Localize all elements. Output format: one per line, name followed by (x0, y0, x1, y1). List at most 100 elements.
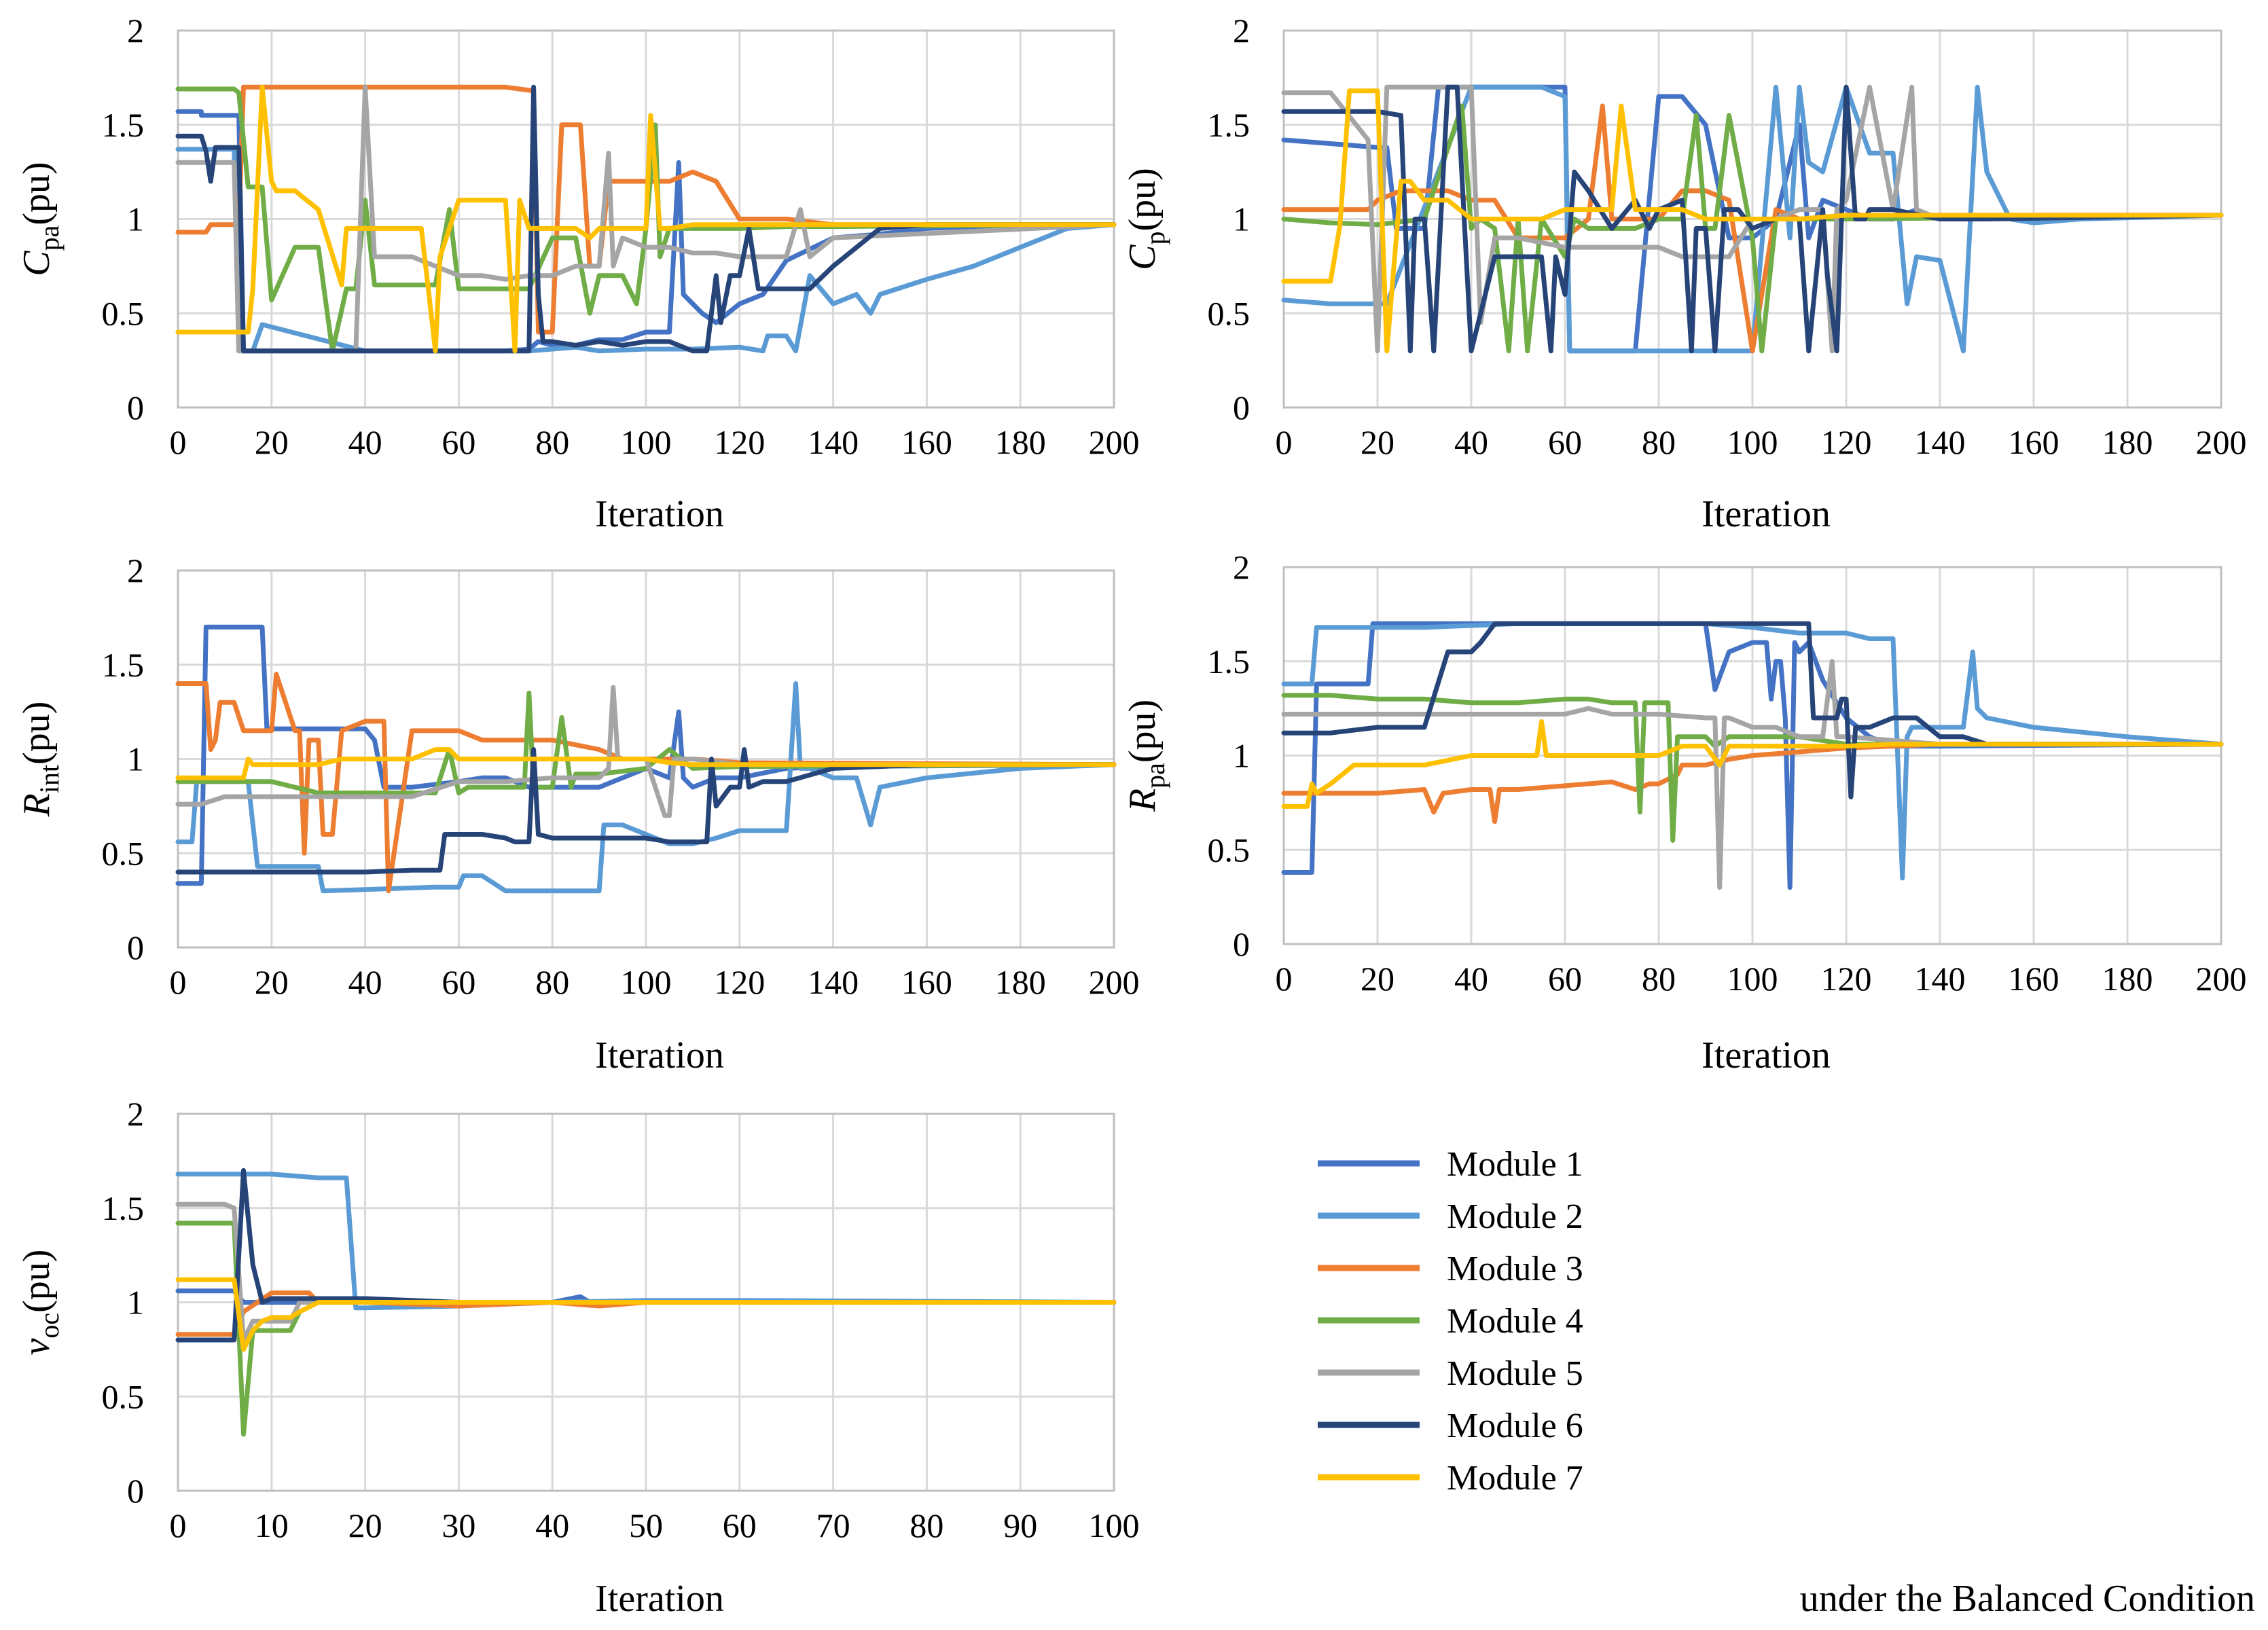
legend-label-module-6: Module 6 (1447, 1407, 1583, 1445)
rpa-series-module-5 (1281, 659, 2224, 890)
rpa-xtick-label: 120 (1821, 960, 1872, 998)
cpa-xtick-label: 40 (348, 423, 382, 461)
voc-yaxis-unit: (pu) (16, 1250, 58, 1313)
cpa-xtick-label: 120 (714, 423, 765, 461)
voc-xtick-label: 70 (816, 1506, 850, 1544)
voc-xtick-label: 10 (255, 1506, 289, 1544)
rint-xtick-label: 140 (808, 963, 859, 1001)
cp-yaxis-subscript: p (1140, 231, 1170, 244)
voc-yaxis-subscript: oc (34, 1313, 65, 1339)
rpa-ytick-label: 0 (1233, 925, 1250, 963)
voc-xtick-label: 50 (629, 1506, 663, 1544)
cp-xtick-label: 200 (2196, 423, 2247, 461)
rint-series-module-3 (175, 672, 1117, 894)
legend-label-module-5: Module 5 (1447, 1354, 1583, 1393)
cp-xtick-label: 160 (2009, 423, 2059, 461)
rint-xtick-label: 100 (621, 963, 672, 1001)
voc-xtick-label: 60 (723, 1506, 757, 1544)
cp-xtick-label: 80 (1642, 423, 1676, 461)
rint-xtick-label: 160 (901, 963, 952, 1001)
legend-label-module-2: Module 2 (1447, 1197, 1583, 1236)
cp-ytick-label: 1.5 (1208, 106, 1250, 144)
rpa-xtick-label: 20 (1361, 960, 1394, 998)
chart-voc: 0 10 20 30 40 50 60 70 80 90 100 0 0.5 1 1.5 2 Iteration… (16, 1095, 1140, 1620)
cp-ytick-label: 2 (1233, 12, 1250, 50)
rint-yaxis-label: Rint(pu) (16, 702, 65, 818)
rint-series-module-7 (175, 747, 1117, 780)
cpa-ytick-label: 1.5 (102, 106, 145, 144)
rint-ytick-label: 0.5 (102, 834, 145, 872)
rpa-series-module-7 (1281, 719, 2224, 809)
legend: Module 1 Module 2 Module 3 Module 4 Modu… (1318, 1145, 1583, 1498)
voc-xtick-label: 20 (348, 1506, 382, 1544)
cp-yaxis-label: Cp(pu) (1121, 168, 1170, 270)
rint-yaxis-unit: (pu) (16, 702, 58, 765)
voc-ytick-label: 2 (127, 1095, 144, 1133)
rpa-series-module-6 (1281, 621, 2224, 799)
legend-label-module-4: Module 4 (1447, 1302, 1583, 1341)
rint-series-module-5 (175, 685, 1117, 818)
cpa-xtick-label: 160 (901, 423, 952, 461)
legend-label-module-3: Module 3 (1447, 1250, 1583, 1288)
voc-yaxis-label: voc(pu) (16, 1250, 65, 1356)
rpa-xtick-label: 40 (1454, 960, 1488, 998)
cpa-series-module-3 (175, 84, 1117, 335)
cp-ytick-label: 1 (1233, 200, 1250, 238)
rpa-xtick-label: 60 (1548, 960, 1582, 998)
cp-xtick-label: 180 (2102, 423, 2153, 461)
rpa-yaxis-symbol: R (1121, 789, 1164, 812)
rint-ytick-label: 1.5 (102, 646, 145, 684)
rint-xtick-label: 60 (442, 963, 475, 1001)
cpa-xtick-label: 140 (808, 423, 859, 461)
rpa-yaxis-label: Rpa(pu) (1121, 700, 1170, 812)
cpa-yaxis-subscript: pa (34, 225, 65, 251)
cpa-yaxis-label: Cpa(pu) (16, 162, 65, 276)
cpa-yaxis-unit: (pu) (16, 162, 58, 225)
rint-yaxis-subscript: int (34, 765, 65, 793)
cpa-xaxis-label: Iteration (595, 493, 724, 535)
rpa-ytick-label: 2 (1233, 548, 1250, 586)
cp-xtick-label: 40 (1454, 423, 1488, 461)
chart-rpa: 0 20 40 60 80 100 120 140 160 180 200 0 0.5 1 1.5 2 Iter… (1121, 548, 2247, 1076)
voc-ytick-label: 1 (127, 1284, 144, 1322)
cpa-ytick-label: 0.5 (102, 294, 145, 332)
rpa-plot-area (1282, 566, 2222, 945)
rint-series-module-6 (175, 747, 1117, 875)
chart-cp: 0 20 40 60 80 100 120 140 160 180 200 0 0.5 1 1.5 2 Iter… (1121, 12, 2247, 535)
cp-xtick-label: 20 (1361, 423, 1394, 461)
rpa-ytick-label: 1.5 (1208, 642, 1250, 681)
rpa-xtick-label: 140 (1915, 960, 1966, 998)
voc-ytick-label: 0.5 (102, 1377, 145, 1415)
cp-xtick-label: 60 (1548, 423, 1582, 461)
cpa-series-module-7 (175, 84, 1117, 354)
rpa-xtick-label: 100 (1727, 960, 1778, 998)
rpa-series-module-4 (1281, 693, 2224, 843)
rint-xtick-label: 40 (348, 963, 382, 1001)
voc-xtick-label: 80 (910, 1506, 943, 1544)
cpa-series-module-2 (175, 147, 1117, 354)
cpa-xtick-label: 100 (621, 423, 672, 461)
rint-xtick-label: 0 (170, 963, 187, 1001)
rpa-xtick-label: 160 (2009, 960, 2059, 998)
rint-series-module-4 (175, 690, 1117, 795)
rpa-xaxis-label: Iteration (1702, 1034, 1831, 1076)
cpa-series-module-4 (175, 86, 1117, 354)
cp-xtick-label: 120 (1821, 423, 1872, 461)
rpa-yaxis-subscript: pa (1140, 763, 1170, 789)
rint-xtick-label: 200 (1089, 963, 1140, 1001)
voc-xtick-label: 100 (1089, 1506, 1140, 1544)
cpa-xtick-label: 80 (535, 423, 569, 461)
rpa-xtick-label: 180 (2102, 960, 2153, 998)
rpa-ytick-label: 1 (1233, 737, 1250, 775)
rpa-series-module-3 (1281, 742, 2224, 825)
voc-yaxis-symbol: v (16, 1338, 58, 1355)
cp-yaxis-unit: (pu) (1121, 168, 1164, 231)
rint-ytick-label: 1 (127, 740, 144, 778)
rpa-xtick-label: 80 (1642, 960, 1676, 998)
cp-ytick-label: 0.5 (1208, 294, 1250, 332)
voc-ytick-label: 1.5 (102, 1189, 145, 1227)
rpa-yaxis-unit: (pu) (1121, 700, 1164, 763)
rint-yaxis-symbol: R (16, 793, 58, 817)
cp-xtick-label: 100 (1727, 423, 1778, 461)
voc-ytick-label: 0 (127, 1472, 144, 1510)
